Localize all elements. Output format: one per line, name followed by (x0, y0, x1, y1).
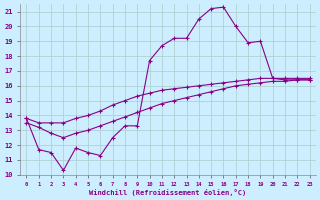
X-axis label: Windchill (Refroidissement éolien,°C): Windchill (Refroidissement éolien,°C) (90, 189, 247, 196)
